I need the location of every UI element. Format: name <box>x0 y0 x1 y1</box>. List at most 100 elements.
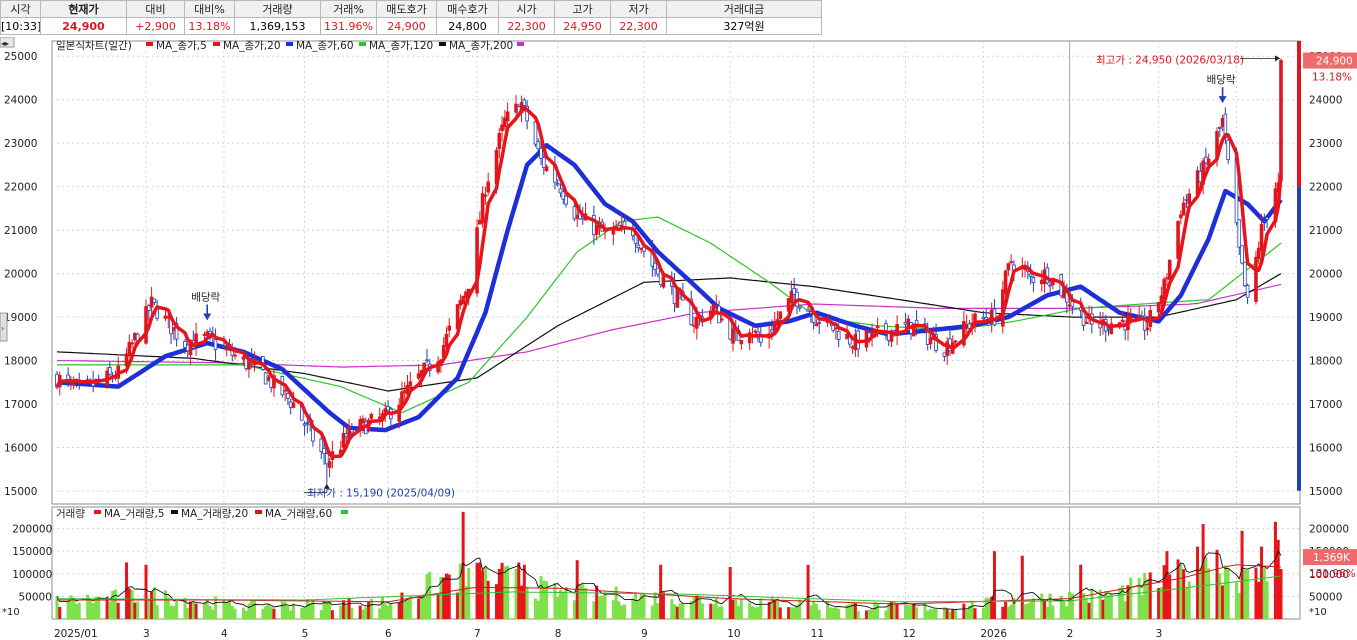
last-price-tag-bg <box>1303 52 1357 69</box>
header-trade-value: 거래대금 <box>666 0 822 18</box>
legend-ma200: MA_종가,200 <box>449 40 513 52</box>
volume-bar <box>553 582 557 619</box>
volume-bar <box>436 593 440 619</box>
legend-swatch-ma200-end <box>517 42 524 46</box>
volume-bar <box>444 573 448 619</box>
volume-bar <box>447 574 451 619</box>
candle-body <box>108 366 112 375</box>
candle-body <box>503 117 507 128</box>
candle-body <box>806 309 810 312</box>
volume-bar <box>845 604 849 619</box>
scroll-left-right-button[interactable] <box>0 37 15 48</box>
volume-bar <box>592 601 596 619</box>
volume-bar <box>500 562 504 619</box>
candle-body <box>447 325 452 331</box>
candle-body <box>461 295 465 305</box>
volume-bar <box>163 590 167 619</box>
candle-body <box>786 298 791 312</box>
last-volume-tag: 1,369K <box>1313 552 1351 564</box>
volume-bar <box>1068 591 1072 619</box>
volume-bar <box>689 600 693 619</box>
volume-bar <box>620 605 624 619</box>
volume-bar <box>934 608 938 619</box>
volume-bar <box>1123 601 1127 619</box>
candle-body <box>953 340 958 343</box>
volume-bar <box>670 599 674 619</box>
volume-bar <box>1087 602 1091 619</box>
volume-bar <box>678 603 682 619</box>
candle-body <box>875 325 880 329</box>
volume-bar <box>639 593 643 619</box>
volume-bar <box>984 597 988 619</box>
volume-bar <box>942 607 946 619</box>
candle-body <box>1198 170 1203 183</box>
volume-bar <box>172 606 176 619</box>
candle-body <box>817 321 822 324</box>
candle-body <box>964 324 969 327</box>
volume-bar <box>656 603 660 619</box>
candle-body <box>942 352 947 357</box>
volume-bar <box>133 602 137 619</box>
volume-bar <box>1207 568 1211 619</box>
volume-bar <box>130 589 134 619</box>
volume-bar <box>202 602 206 619</box>
volume-bar <box>753 607 757 619</box>
volume-bar <box>928 609 932 619</box>
quote-header-row: 시각 현재가 대비 대비% 거래량 거래% 매도호가 매수호가 시가 고가 저가… <box>0 0 822 18</box>
volume-bar <box>700 603 704 619</box>
volume-bar <box>720 606 724 619</box>
volume-tick-left: 150000 <box>12 546 52 558</box>
volume-bar <box>94 596 98 619</box>
volume-bar <box>539 576 543 619</box>
legend-ma120: MA_종가,120 <box>369 40 433 52</box>
volume-bar <box>1020 555 1024 619</box>
volume-bar <box>1120 585 1124 619</box>
volume-bar <box>559 590 563 619</box>
volume-bar <box>572 600 576 619</box>
volume-bar <box>77 602 81 619</box>
candle-body <box>146 305 151 311</box>
volume-bar <box>973 608 977 619</box>
volume-bar <box>1045 606 1049 619</box>
volume-bar <box>91 603 95 619</box>
candle-body <box>1067 304 1072 307</box>
header-change-pct: 대비% <box>184 0 235 18</box>
volume-bar <box>533 598 537 619</box>
candle-body <box>386 406 390 411</box>
candle-body <box>325 453 329 465</box>
volume-bar <box>1168 574 1172 619</box>
stock-chart[interactable]: 2500025000240002400023000230002200022000… <box>0 37 1357 640</box>
volume-bar <box>1101 599 1105 619</box>
dividend-label: 배당락 <box>1207 74 1236 86</box>
volume-bar <box>116 602 120 619</box>
side-expand-tab[interactable] <box>0 312 8 342</box>
volume-bar <box>987 598 991 619</box>
legend-ma5: MA_종가,5 <box>156 40 207 52</box>
volume-bar <box>250 600 254 619</box>
price-tick-left: 18000 <box>4 356 37 368</box>
volume-bar <box>69 595 73 619</box>
candle-body <box>149 296 154 308</box>
candle-body <box>539 147 543 159</box>
date-tick-label: 2 <box>1067 628 1074 640</box>
volume-ma20-line <box>57 564 1282 605</box>
volume-bar <box>261 609 265 619</box>
volume-tick-right: 100000 <box>1309 569 1349 581</box>
volume-bar <box>105 596 109 619</box>
candle-body <box>636 244 641 249</box>
header-current-price: 현재가 <box>40 0 127 18</box>
value-open: 22,300 <box>498 17 555 35</box>
volume-bar <box>291 603 295 619</box>
date-tick-label: 10 <box>727 628 740 640</box>
header-time: 시각 <box>0 0 41 18</box>
volume-bar <box>66 601 70 619</box>
candle-body <box>500 124 504 131</box>
volume-bar <box>1218 573 1222 619</box>
volume-bar <box>389 603 393 619</box>
volume-bar <box>789 607 793 619</box>
price-tick-left: 17000 <box>4 399 37 411</box>
volume-bar <box>981 608 985 619</box>
price-tick-right: 22000 <box>1309 182 1342 194</box>
candle-body <box>185 344 190 352</box>
volume-bar <box>517 562 521 619</box>
